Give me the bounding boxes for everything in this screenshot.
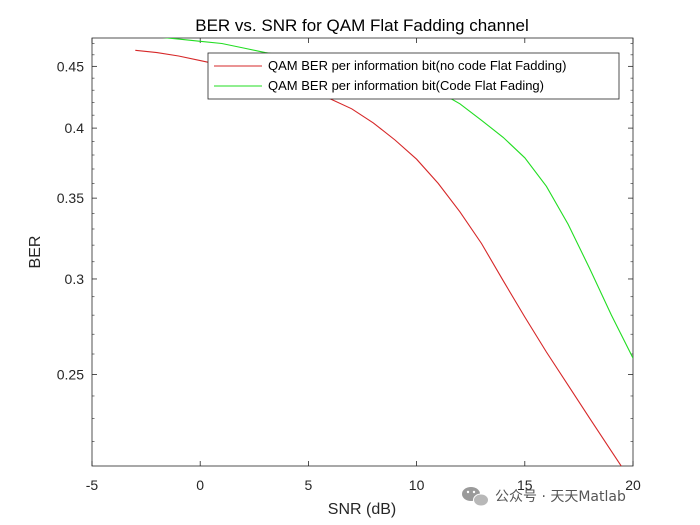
x-tick-label: -5 [86,477,99,493]
y-tick-label: 0.25 [57,367,84,383]
legend-box [207,52,620,100]
y-axis-label: BER [27,236,44,269]
x-axis-label: SNR (dB) [328,501,396,518]
x-tick-label: 20 [625,477,641,493]
y-tick-label: 0.4 [65,120,85,136]
axis-ticks: -5 0 5 10 15 20 0.25 0.3 0.35 0.4 0.45 [57,38,641,493]
y-tick-label: 0.45 [57,58,84,74]
wechat-icon [462,487,489,507]
chart-title: BER vs. SNR for QAM Flat Fadding channel [195,16,529,35]
y-tick-label: 0.35 [57,190,84,206]
watermark: 公众号 · 天天Matlab [462,487,626,507]
legend-label-code: QAM BER per information bit(Code Flat Fa… [268,78,544,93]
x-tick-label: 15 [517,477,533,493]
plot-axes-box [91,37,634,467]
x-tick-label: 0 [196,477,204,493]
watermark-text: 公众号 · 天天Matlab [495,489,626,505]
legend-label-no-code: QAM BER per information bit(no code Flat… [268,58,566,73]
x-tick-label: 10 [409,477,425,493]
y-tick-label: 0.3 [65,271,85,287]
x-tick-label: 5 [305,477,313,493]
chart-legend: QAM BER per information bit(no code Flat… [207,52,620,100]
